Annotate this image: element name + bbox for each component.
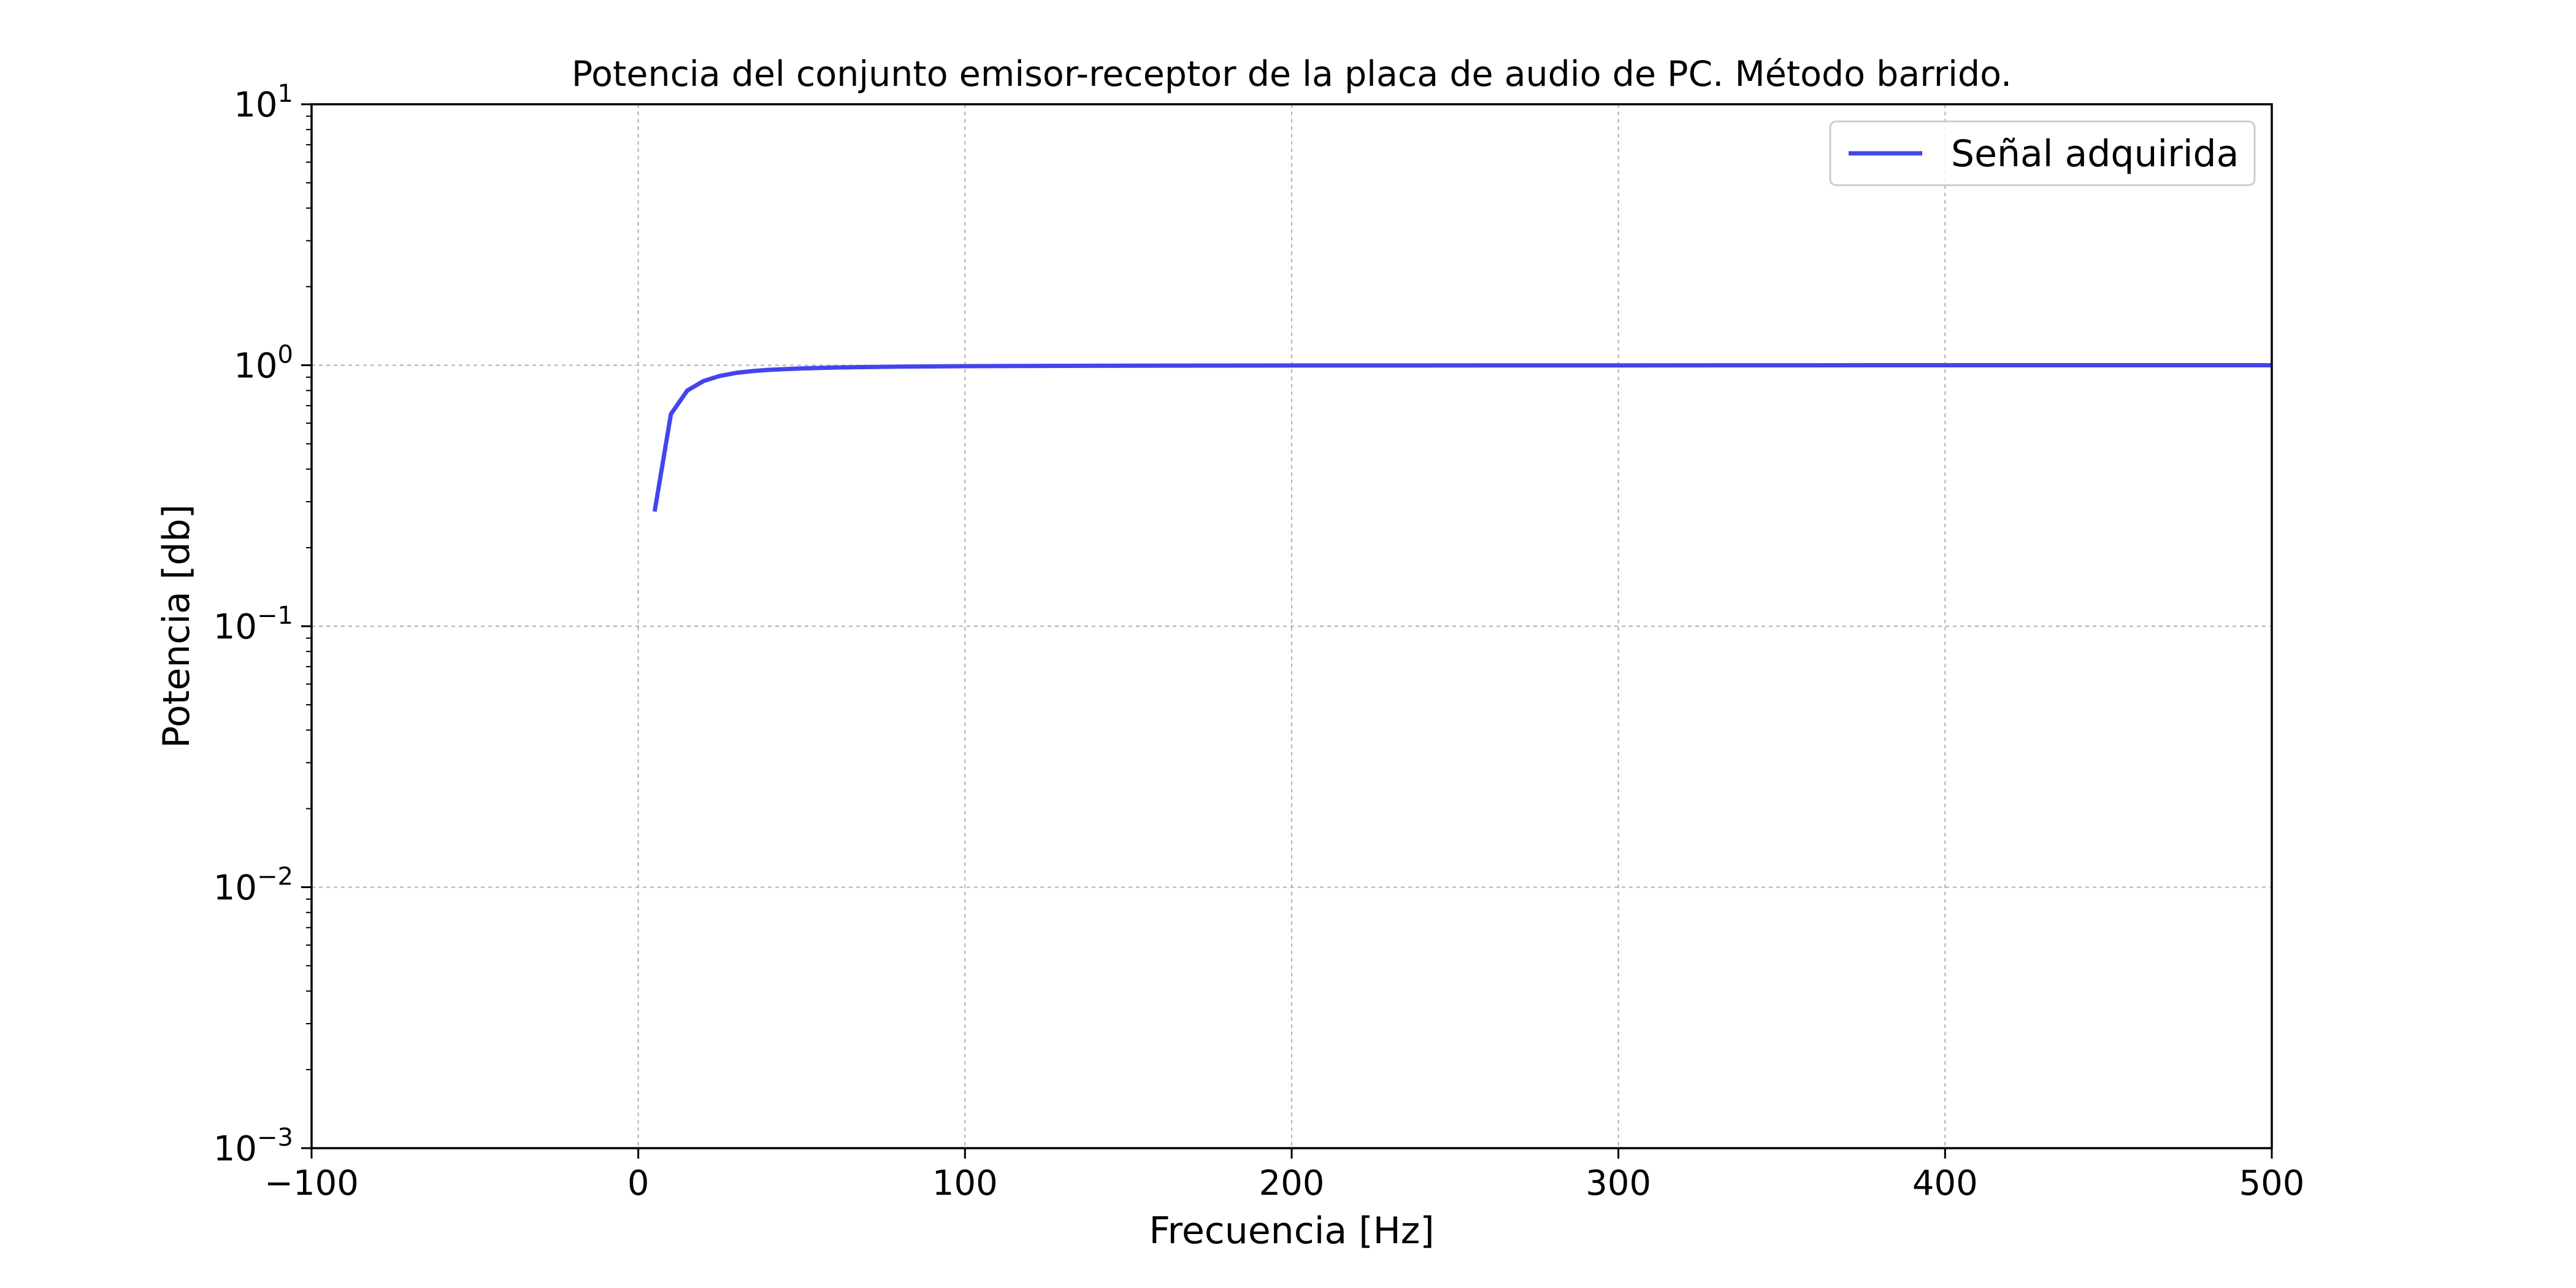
y-tick-label: 10−3 [213,1124,293,1169]
x-axis-ticks: −100 0 100 200 300 400 500 [264,1148,2304,1203]
x-tick-label: 400 [1912,1163,1978,1203]
x-tick-label: 200 [1259,1163,1325,1203]
y-tick-label: 100 [234,341,293,386]
legend-label: Señal adquirida [1951,132,2239,175]
series-line [652,363,2272,512]
y-tick-label: 101 [234,80,293,125]
y-axis-label: Potencia [db] [155,504,198,748]
grid-lines [312,104,2272,1148]
x-tick-label: 300 [1585,1163,1651,1203]
x-tick-label: 100 [932,1163,998,1203]
y-tick-label: 10−2 [213,863,293,908]
x-tick-label: −100 [264,1163,359,1203]
legend: Señal adquirida [1829,120,2256,186]
chart-title: Potencia del conjunto emisor-receptor de… [572,54,2012,94]
x-tick-label: 0 [627,1163,650,1203]
x-tick-label: 500 [2239,1163,2305,1203]
y-axis-ticks: 10−3 10−2 10−1 100 101 [213,80,312,1169]
legend-box [1829,120,2256,186]
y-tick-label: 10−1 [213,602,293,647]
plot-area [652,363,2272,512]
x-axis-label: Frecuencia [Hz] [1149,1209,1434,1252]
